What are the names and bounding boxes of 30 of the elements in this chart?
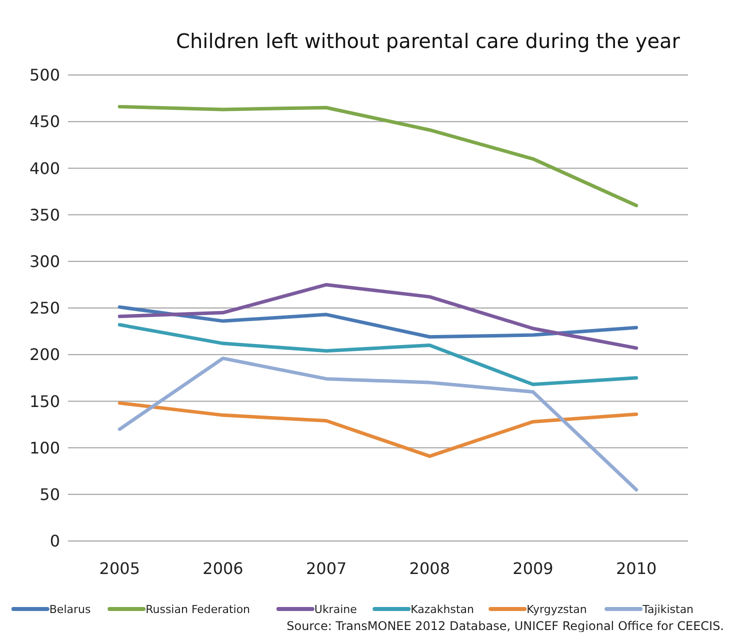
y-tick-label: 300: [29, 252, 60, 271]
x-tick-label: 2008: [409, 559, 450, 578]
x-tick-label: 2009: [512, 559, 554, 578]
line-series: [118, 401, 638, 458]
x-tick-label: 2007: [306, 559, 347, 578]
y-tick-label: 0: [50, 532, 60, 551]
y-tick-label: 200: [29, 345, 60, 364]
x-tick-label: 2005: [99, 559, 140, 578]
legend-label: Russian Federation: [146, 602, 250, 616]
x-tick-label: 2010: [616, 559, 657, 578]
y-tick-label: 350: [29, 205, 60, 224]
line-series: [118, 104, 638, 208]
legend-label: Ukraine: [314, 602, 358, 616]
legend-label: Belarus: [49, 602, 92, 616]
y-tick-label: 250: [29, 298, 60, 318]
legend-label: Kyrgyzstan: [526, 602, 587, 616]
y-tick-label: 50: [40, 485, 60, 504]
legend-label: Kazakhstan: [410, 602, 474, 616]
chart-title: Children left without parental care during the year: [176, 29, 681, 53]
y-tick-label: 100: [29, 438, 60, 458]
y-tick-label: 500: [29, 66, 60, 85]
x-tick-label: 2006: [202, 559, 244, 578]
y-tick-label: 400: [29, 158, 60, 178]
line-series: [118, 356, 638, 492]
y-tick-label: 150: [29, 392, 60, 411]
legend-label: Tajikistan: [642, 602, 694, 616]
line-series: [118, 323, 638, 386]
line-series: [118, 305, 638, 339]
y-tick-label: 450: [29, 112, 60, 132]
line-series: [118, 282, 638, 350]
